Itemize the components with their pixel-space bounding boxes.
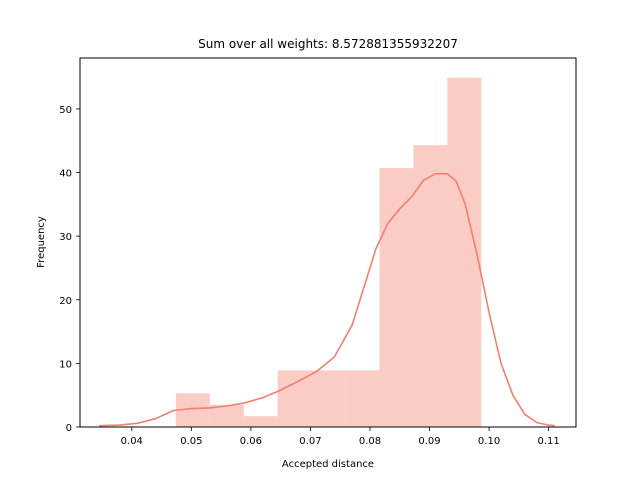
kde-curve	[99, 173, 555, 427]
x-tick-label-0: 0.04	[121, 436, 143, 447]
histogram-bar-5	[345, 370, 380, 427]
x-tick-label-3: 0.07	[299, 436, 321, 447]
histogram-bar-3	[277, 370, 312, 427]
y-tick-label-0: 0	[66, 423, 72, 434]
histogram-bars	[175, 77, 482, 428]
y-tick-label-3: 30	[59, 232, 72, 243]
kde-curve-layer	[99, 173, 555, 427]
histogram-bar-1	[209, 404, 244, 427]
histogram-bar-4	[311, 370, 346, 427]
x-tick-label-2: 0.06	[240, 436, 262, 447]
y-tick-label-5: 50	[59, 105, 72, 116]
histogram-bar-2	[243, 416, 278, 427]
plot-frame	[79, 57, 577, 428]
x-axis-label: Accepted distance	[282, 459, 374, 470]
x-tick-label-1: 0.05	[180, 436, 202, 447]
y-axis-label: Frequency	[36, 216, 47, 268]
histogram-bar-6	[379, 168, 414, 428]
histogram-bar-7	[413, 145, 448, 427]
y-axis-ticks: 0 10 20 30 40 50	[59, 105, 80, 434]
x-tick-label-4: 0.08	[359, 436, 381, 447]
chart-title: Sum over all weights: 8.572881355932207	[198, 37, 458, 51]
y-tick-label-4: 40	[59, 169, 72, 180]
x-tick-label-6: 0.10	[478, 436, 500, 447]
histogram-bar-8	[447, 77, 482, 427]
x-tick-label-5: 0.09	[418, 436, 440, 447]
x-tick-label-7: 0.11	[537, 436, 559, 447]
x-axis-ticks: 0.04 0.05 0.06 0.07 0.08 0.09 0.10 0.11	[121, 427, 560, 447]
y-tick-label-2: 20	[59, 296, 72, 307]
y-tick-label-1: 10	[59, 359, 72, 370]
